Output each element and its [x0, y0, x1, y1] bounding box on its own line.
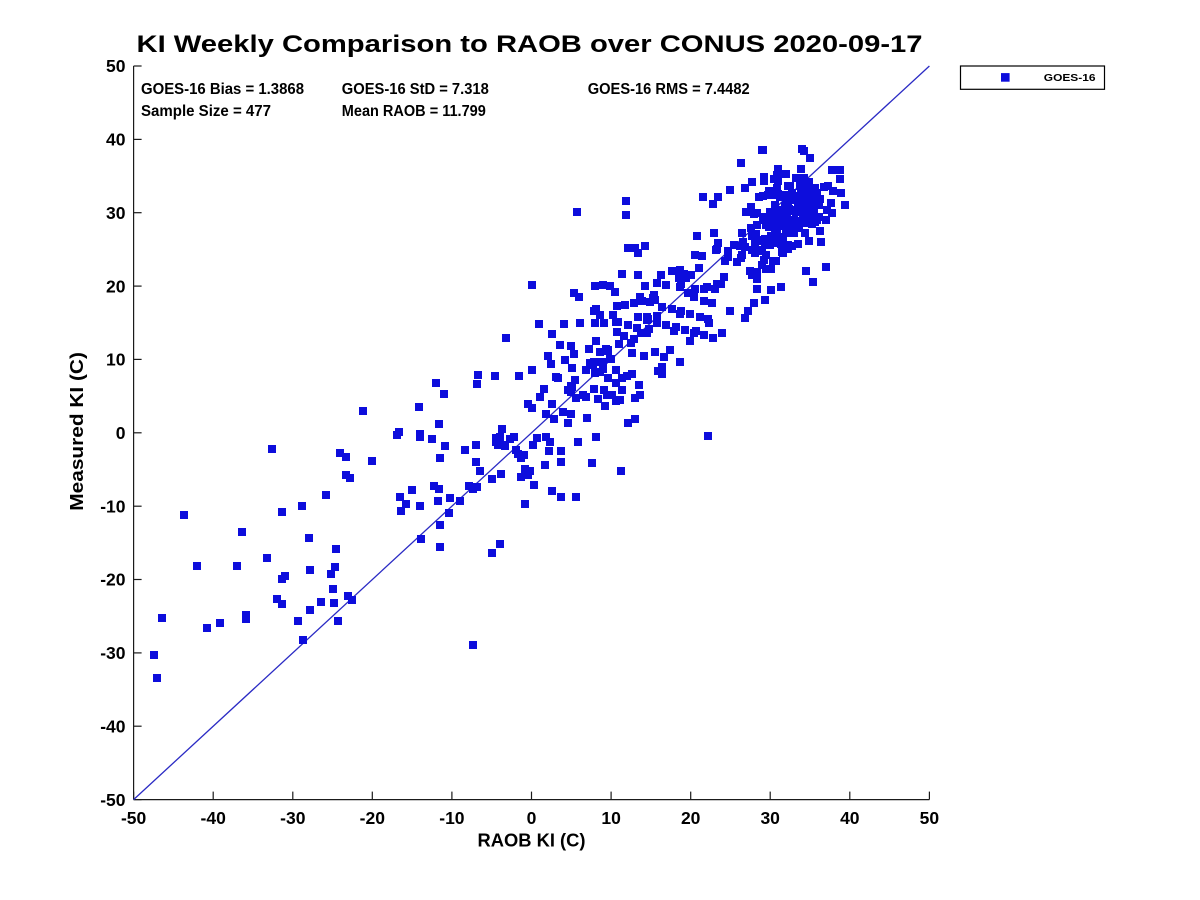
svg-text:-40: -40: [201, 808, 227, 828]
svg-text:Mean RAOB = 11.799: Mean RAOB = 11.799: [342, 103, 486, 120]
svg-text:30: 30: [760, 808, 780, 828]
svg-text:-50: -50: [100, 790, 126, 810]
svg-text:-10: -10: [100, 496, 126, 516]
svg-text:-30: -30: [280, 808, 306, 828]
svg-text:-30: -30: [100, 643, 126, 663]
svg-text:RAOB KI (C): RAOB KI (C): [478, 830, 586, 851]
svg-text:-40: -40: [100, 716, 126, 736]
svg-text:0: 0: [116, 423, 126, 443]
svg-text:10: 10: [106, 350, 126, 370]
svg-text:-10: -10: [439, 808, 465, 828]
svg-text:GOES-16 RMS = 7.4482: GOES-16 RMS = 7.4482: [588, 81, 750, 98]
svg-text:10: 10: [601, 808, 621, 828]
svg-text:Measured KI (C): Measured KI (C): [66, 352, 87, 511]
svg-text:KI Weekly Comparison to RAOB o: KI Weekly Comparison to RAOB over CONUS …: [137, 31, 923, 58]
svg-text:50: 50: [106, 56, 126, 76]
svg-text:50: 50: [920, 808, 940, 828]
svg-text:GOES-16 Bias = 1.3868: GOES-16 Bias = 1.3868: [141, 81, 304, 98]
svg-text:0: 0: [527, 808, 537, 828]
svg-text:-20: -20: [360, 808, 386, 828]
svg-text:-20: -20: [100, 570, 126, 590]
svg-text:GOES-16: GOES-16: [1044, 73, 1096, 84]
svg-text:GOES-16 StD = 7.318: GOES-16 StD = 7.318: [342, 81, 489, 98]
svg-text:40: 40: [840, 808, 860, 828]
svg-text:30: 30: [106, 203, 126, 223]
svg-text:-50: -50: [121, 808, 147, 828]
svg-text:Sample Size = 477: Sample Size = 477: [141, 103, 271, 120]
svg-text:20: 20: [106, 276, 126, 296]
svg-text:40: 40: [106, 130, 126, 150]
svg-text:20: 20: [681, 808, 701, 828]
